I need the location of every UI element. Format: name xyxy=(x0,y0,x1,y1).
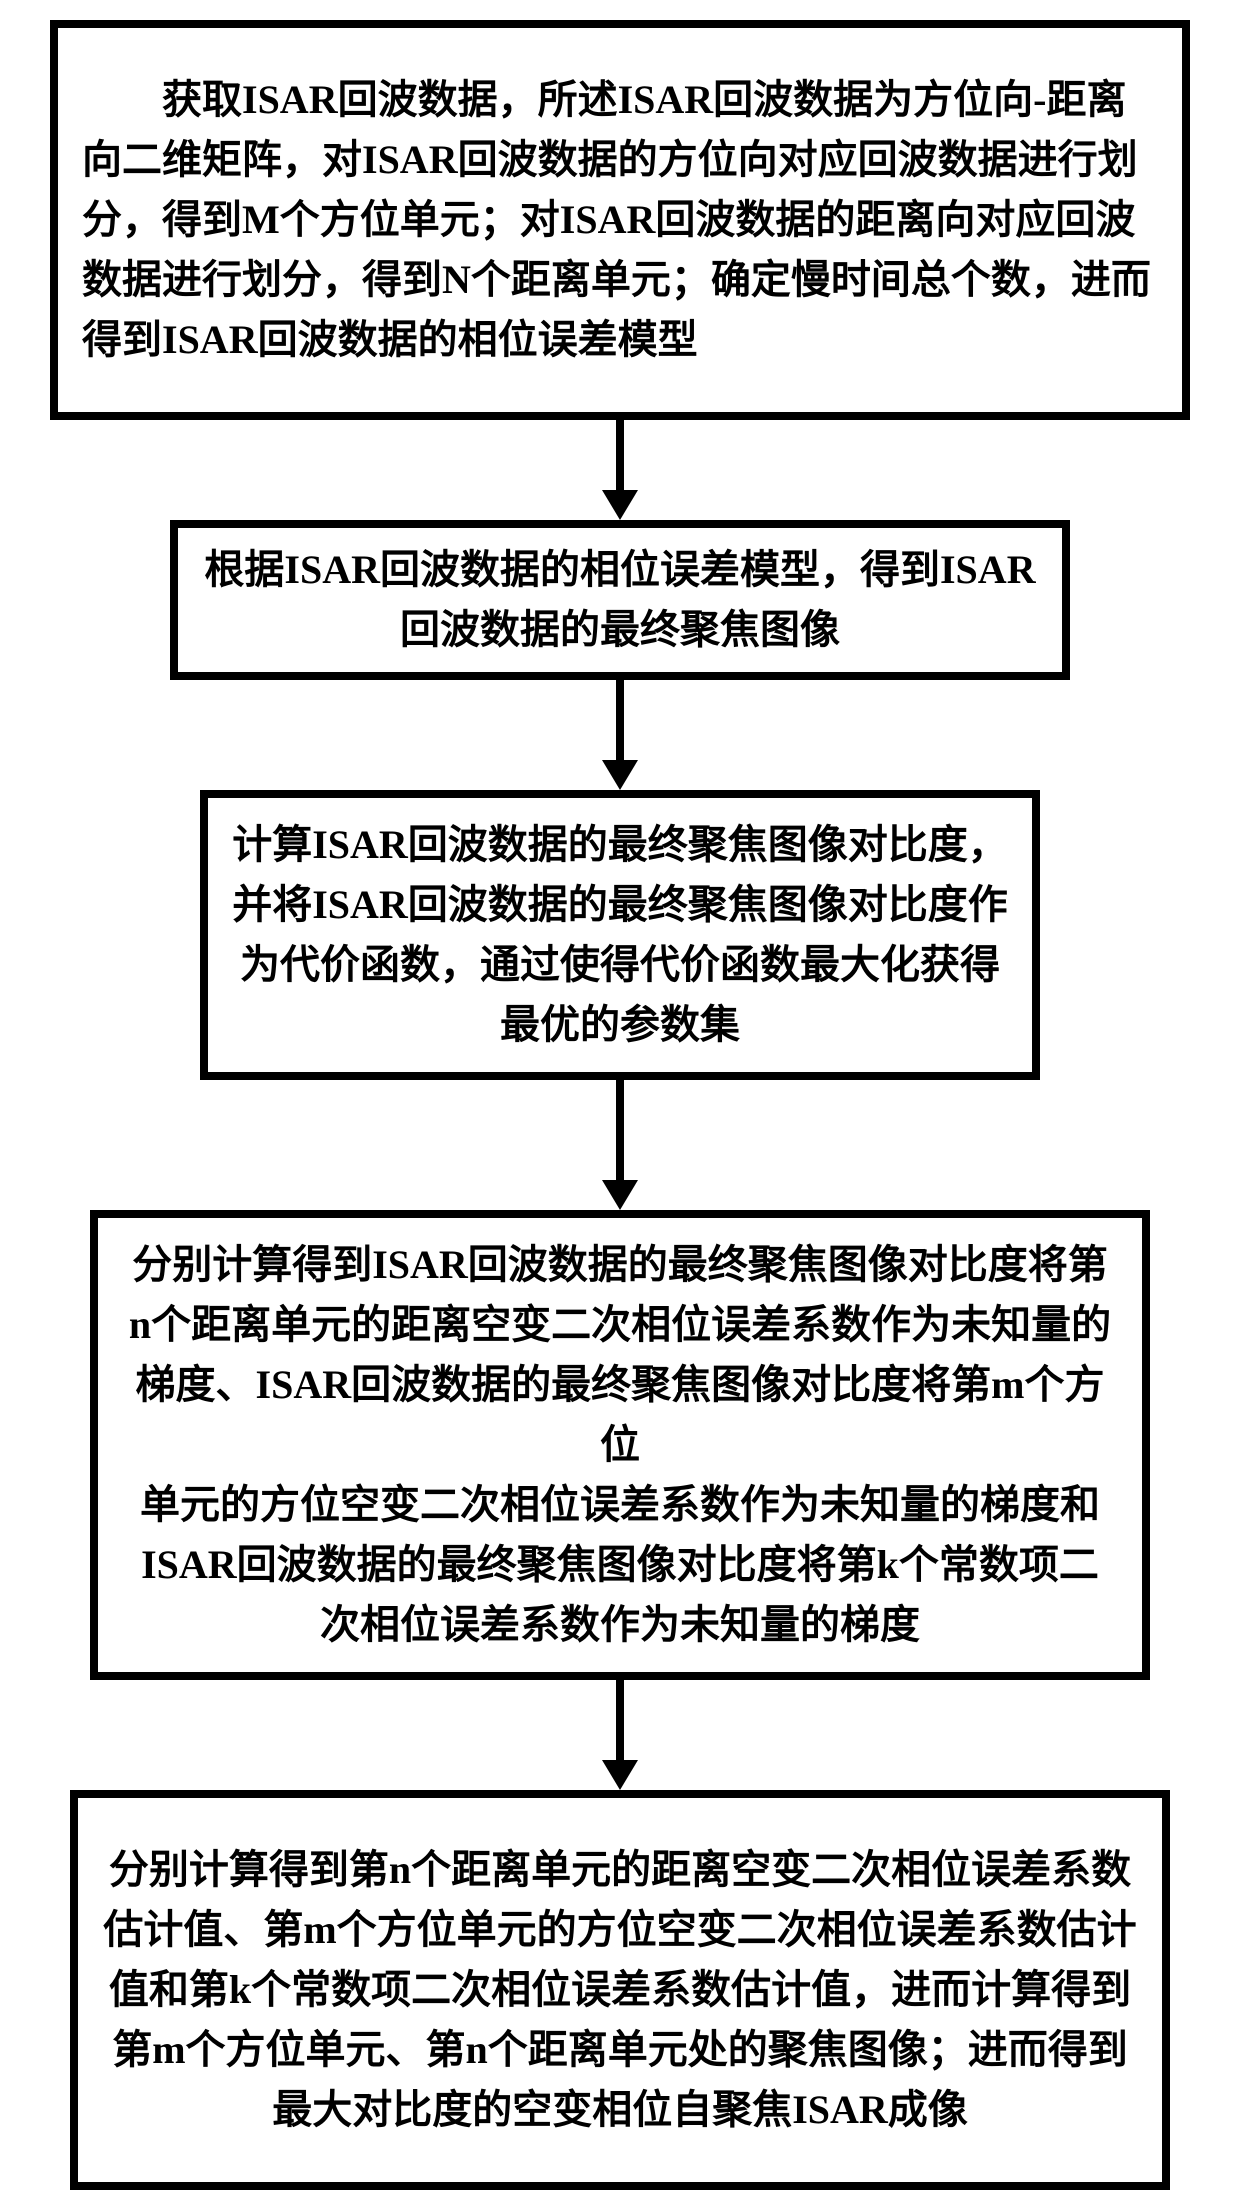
flow-node-5: 分别计算得到第n个距离单元的距离空变二次相位误差系数估计值、第m个方位单元的方位… xyxy=(70,1790,1170,2190)
arrow-1-2-line xyxy=(616,420,624,492)
flow-node-1-text: 获取ISAR回波数据，所述ISAR回波数据为方位向-距离向二维矩阵，对ISAR回… xyxy=(82,70,1158,370)
flow-node-1: 获取ISAR回波数据，所述ISAR回波数据为方位向-距离向二维矩阵，对ISAR回… xyxy=(50,20,1190,420)
flowchart-canvas: 获取ISAR回波数据，所述ISAR回波数据为方位向-距离向二维矩阵，对ISAR回… xyxy=(0,0,1240,2206)
flow-node-2-text: 根据ISAR回波数据的相位误差模型，得到ISAR回波数据的最终聚焦图像 xyxy=(202,540,1038,660)
arrow-2-3-head xyxy=(602,760,638,790)
flow-node-2: 根据ISAR回波数据的相位误差模型，得到ISAR回波数据的最终聚焦图像 xyxy=(170,520,1070,680)
flow-node-3-text: 计算ISAR回波数据的最终聚焦图像对比度，并将ISAR回波数据的最终聚焦图像对比… xyxy=(232,815,1008,1055)
arrow-1-2-head xyxy=(602,490,638,520)
flow-node-4-text: 分别计算得到ISAR回波数据的最终聚焦图像对比度将第n个距离单元的距离空变二次相… xyxy=(122,1235,1118,1655)
flow-node-4: 分别计算得到ISAR回波数据的最终聚焦图像对比度将第n个距离单元的距离空变二次相… xyxy=(90,1210,1150,1680)
arrow-4-5-head xyxy=(602,1760,638,1790)
arrow-3-4-head xyxy=(602,1180,638,1210)
arrow-4-5-line xyxy=(616,1680,624,1762)
arrow-2-3-line xyxy=(616,680,624,762)
flow-node-3: 计算ISAR回波数据的最终聚焦图像对比度，并将ISAR回波数据的最终聚焦图像对比… xyxy=(200,790,1040,1080)
arrow-3-4-line xyxy=(616,1080,624,1182)
flow-node-5-text: 分别计算得到第n个距离单元的距离空变二次相位误差系数估计值、第m个方位单元的方位… xyxy=(102,1840,1138,2140)
